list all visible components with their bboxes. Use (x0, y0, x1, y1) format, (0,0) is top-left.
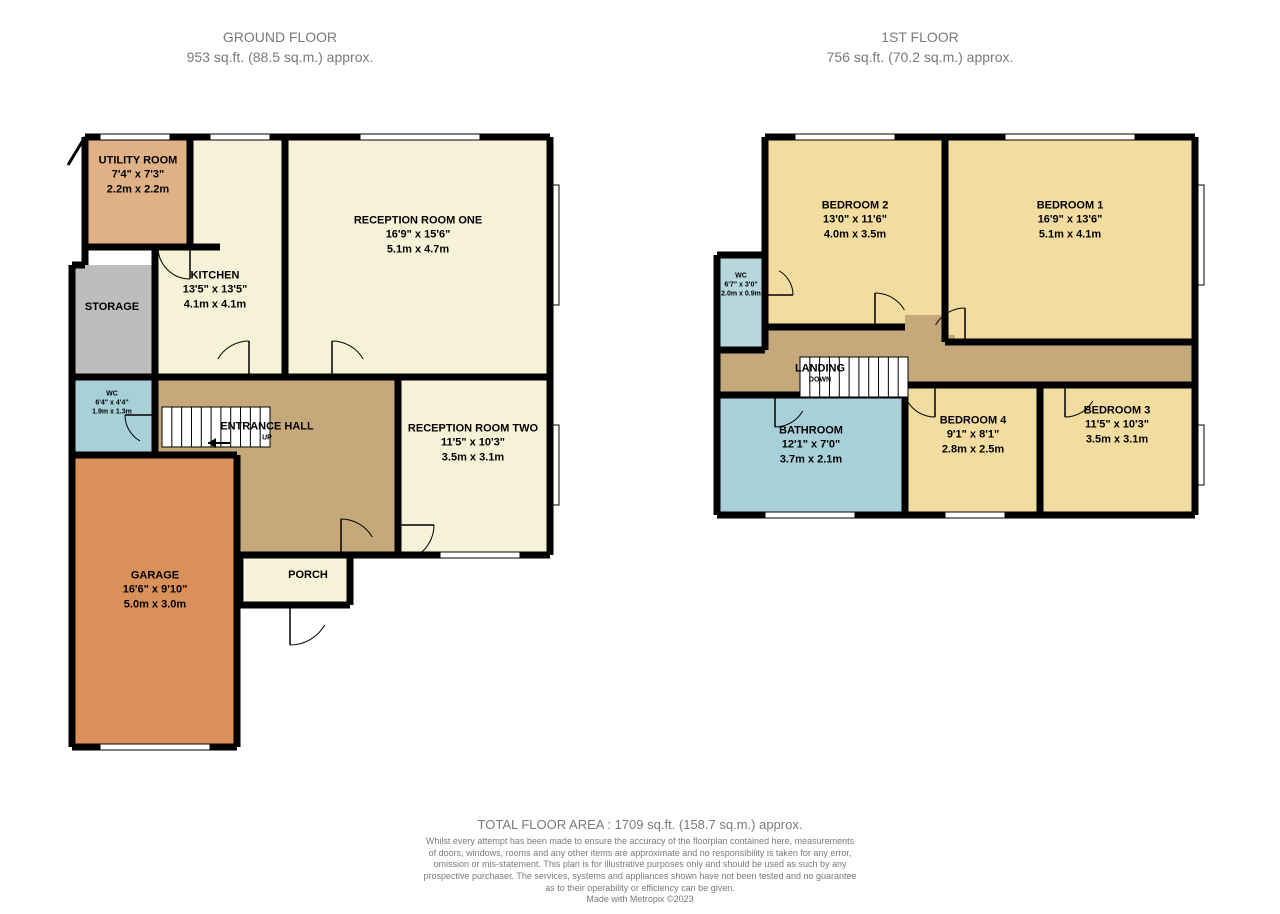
disclaimer-line: as to their operability or efficiency ca… (0, 883, 1280, 895)
room-label-wc: WC6'4" x 4'4"1.9m x 1.3m (92, 389, 132, 416)
disclaimer-line: Made with Metropix ©2023 (0, 894, 1280, 906)
room-label-utility: UTILITY ROOM7'4" x 7'3"2.2m x 2.2m (99, 154, 178, 197)
room-label-entrance: ENTRANCE HALLUP (220, 419, 314, 442)
room-label-wc1: WC6'7" x 3'0"2.0m x 0.9m (721, 271, 761, 298)
room-label-kitchen: KITCHEN13'5" x 13'5"4.1m x 4.1m (183, 269, 248, 312)
room-label-porch: PORCH (288, 568, 328, 582)
room-label-bed3: BEDROOM 311'5" x 10'3"3.5m x 3.1m (1084, 404, 1151, 447)
room-label-landing: LANDINGDOWN (795, 361, 845, 384)
total-area: TOTAL FLOOR AREA : 1709 sq.ft. (158.7 sq… (0, 817, 1280, 832)
disclaimer-line: omission or mis-statement. This plan is … (0, 859, 1280, 871)
room-label-bed1: BEDROOM 116'9" x 13'6"5.1m x 4.1m (1037, 199, 1104, 242)
room-label-bath: BATHROOM12'1" x 7'0"3.7m x 2.1m (779, 424, 843, 467)
footer: TOTAL FLOOR AREA : 1709 sq.ft. (158.7 sq… (0, 817, 1280, 906)
room-label-reception1: RECEPTION ROOM ONE16'9" x 15'6"5.1m x 4.… (354, 214, 482, 257)
room-label-bed4: BEDROOM 49'1" x 8'1"2.8m x 2.5m (940, 414, 1007, 457)
disclaimer-line: Whilst every attempt has been made to en… (0, 836, 1280, 848)
room-label-storage: STORAGE (85, 300, 139, 314)
labels-layer: UTILITY ROOM7'4" x 7'3"2.2m x 2.2m KITCHE… (0, 0, 1280, 770)
disclaimer-line: of doors, windows, rooms and any other i… (0, 848, 1280, 860)
room-label-garage: GARAGE16'6" x 9'10"5.0m x 3.0m (123, 569, 188, 612)
room-label-bed2: BEDROOM 213'0" x 11'6"4.0m x 3.5m (822, 199, 889, 242)
floorplan-canvas: GROUND FLOOR 953 sq.ft. (88.5 sq.m.) app… (0, 0, 1280, 914)
disclaimer-line: prospective purchaser. The services, sys… (0, 871, 1280, 883)
room-label-reception2: RECEPTION ROOM TWO11'5" x 10'3"3.5m x 3.… (408, 422, 538, 465)
